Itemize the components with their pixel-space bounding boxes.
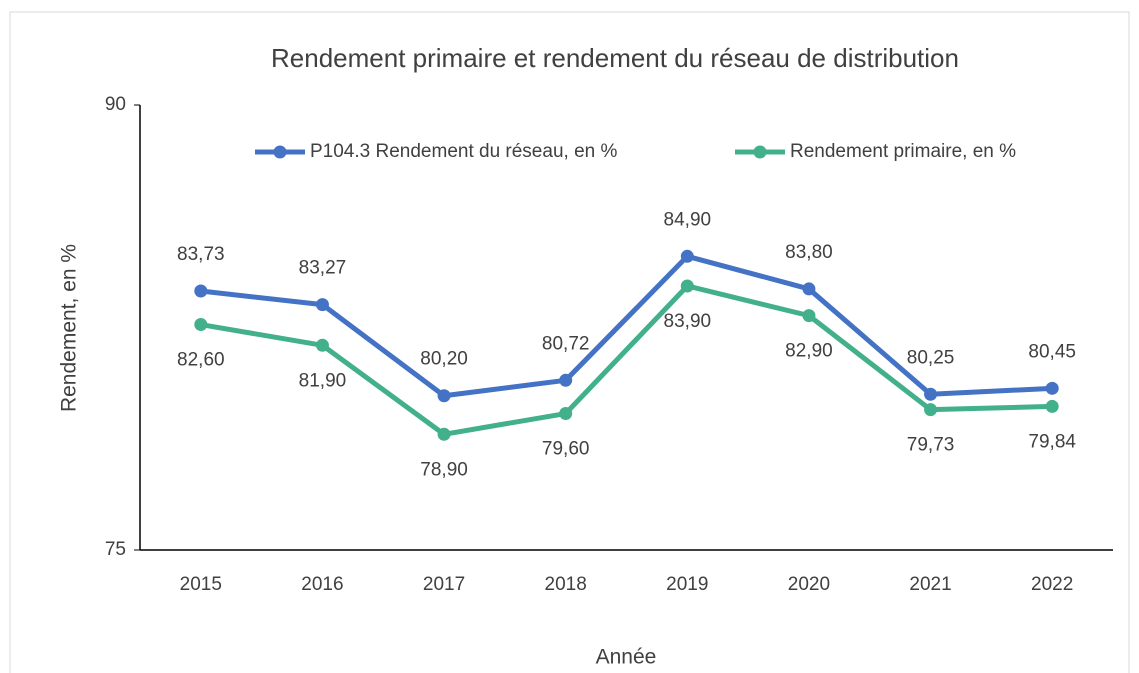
legend-marker: [273, 145, 287, 159]
point: [924, 403, 938, 417]
legend-label: P104.3 Rendement du réseau, en %: [310, 141, 617, 162]
point: [802, 282, 816, 296]
data-label: 84,90: [664, 209, 712, 230]
data-label: 80,25: [907, 347, 955, 368]
x-tick-label: 2022: [1031, 574, 1073, 595]
point: [315, 298, 329, 312]
data-label: 83,27: [299, 258, 347, 279]
x-tick-label: 2018: [545, 574, 587, 595]
legend-marker: [753, 145, 767, 159]
point: [680, 249, 694, 263]
point: [437, 389, 451, 403]
chart-title: Rendement primaire et rendement du résea…: [271, 43, 959, 73]
point: [194, 284, 208, 298]
x-tick-label: 2021: [909, 574, 951, 595]
x-tick-label: 2020: [788, 574, 830, 595]
point: [559, 407, 573, 421]
point: [194, 318, 208, 332]
point: [315, 338, 329, 352]
point: [680, 279, 694, 293]
series-line: [200, 283, 1053, 437]
point: [559, 373, 573, 387]
point: [1045, 381, 1059, 395]
point: [924, 387, 938, 401]
data-label: 83,80: [785, 242, 833, 263]
x-tick-label: 2019: [666, 574, 708, 595]
point: [1045, 399, 1059, 413]
data-label: 82,60: [177, 350, 225, 371]
data-label: 78,90: [420, 459, 468, 480]
data-label: 83,73: [177, 244, 225, 265]
x-tick-label: 2016: [301, 574, 343, 595]
data-label: 81,90: [299, 370, 347, 391]
series-line: [200, 253, 1053, 399]
y-axis-title: Rendement, en %: [58, 244, 81, 412]
data-label: 79,73: [907, 435, 955, 456]
data-label: 83,90: [664, 311, 712, 332]
data-label: 80,72: [542, 333, 590, 354]
x-axis-title: Année: [596, 646, 657, 669]
x-tick-label: 2017: [423, 574, 465, 595]
y-tick-label: 75: [105, 539, 126, 560]
data-label: 82,90: [785, 341, 833, 362]
legend-label: Rendement primaire, en %: [790, 141, 1016, 162]
data-label: 80,20: [420, 349, 468, 370]
x-tick-label: 2015: [180, 574, 222, 595]
point: [437, 427, 451, 441]
chart-border: [9, 11, 1130, 673]
data-label: 79,60: [542, 439, 590, 460]
data-label: 80,45: [1028, 341, 1076, 362]
y-tick-label: 90: [105, 94, 126, 115]
point: [802, 309, 816, 323]
data-label: 79,84: [1028, 431, 1076, 452]
